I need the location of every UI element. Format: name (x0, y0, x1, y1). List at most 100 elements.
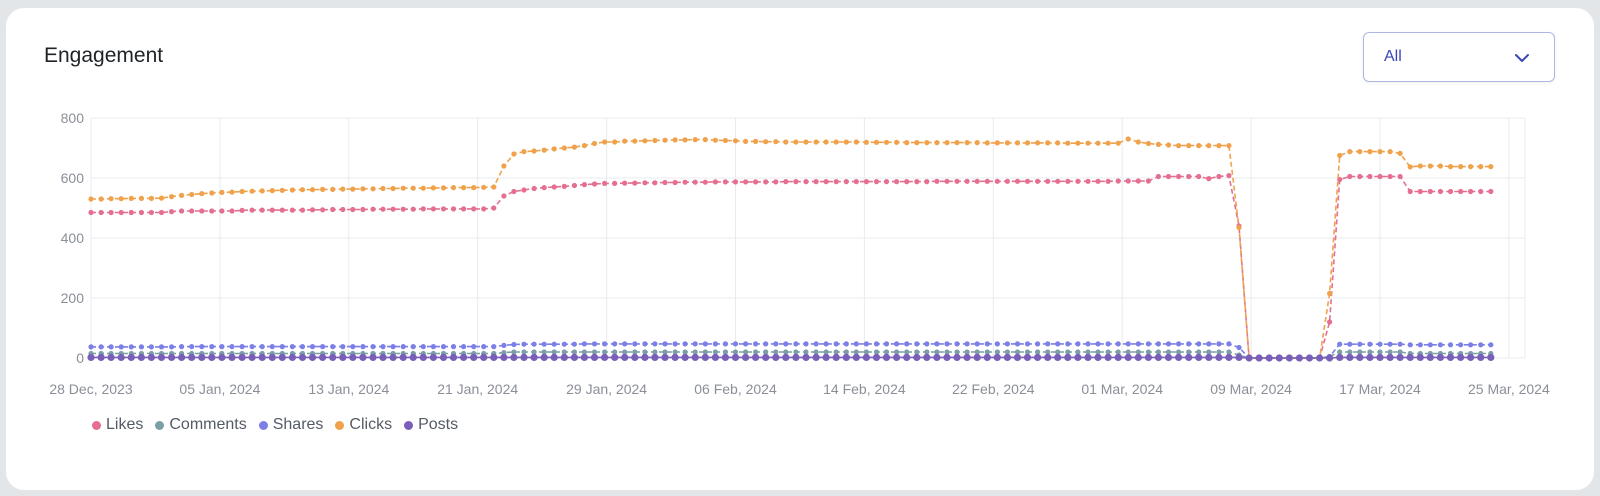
posts-point (1305, 354, 1314, 362)
shares-point (169, 344, 175, 350)
legend-item-likes[interactable]: Likes (92, 416, 143, 434)
shares-point (148, 344, 154, 350)
y-tick-label: 0 (76, 350, 84, 366)
legend-label: Posts (418, 416, 459, 433)
likes-point (138, 209, 144, 216)
x-tick-label: 28 Dec, 2023 (49, 381, 132, 397)
shares-point (571, 341, 578, 347)
likes-point (853, 179, 859, 185)
shares-point (511, 341, 517, 348)
likes-point (1488, 188, 1494, 195)
clicks-point (320, 186, 326, 192)
posts-point (580, 353, 589, 361)
comments-point (1024, 349, 1031, 355)
likes-series-line (91, 174, 1491, 359)
posts-point (87, 353, 95, 361)
legend-item-clicks[interactable]: Clicks (335, 416, 392, 434)
posts-point (1104, 353, 1112, 361)
likes-point (189, 208, 195, 214)
shares-point (934, 341, 940, 347)
clicks-point (1367, 149, 1373, 155)
likes-point (501, 193, 507, 199)
likes-point (1135, 178, 1141, 184)
comments-point (612, 349, 618, 355)
legend-item-posts[interactable]: Posts (404, 416, 458, 434)
likes-point (531, 185, 537, 192)
posts-point (1245, 354, 1253, 362)
likes-point (863, 179, 870, 185)
shares-point (622, 341, 628, 347)
shares-point (551, 341, 557, 347)
x-tick-label: 22 Feb, 2024 (952, 381, 1035, 397)
posts-point (288, 353, 296, 361)
comments-point (541, 349, 547, 355)
posts-point (238, 353, 246, 361)
comments-point (1065, 349, 1071, 355)
shares-point (662, 341, 668, 347)
posts-point (752, 353, 760, 361)
likes-point (1186, 173, 1192, 180)
posts-point (369, 353, 377, 361)
clicks-point (1135, 139, 1141, 145)
filter-dropdown[interactable]: All (1363, 32, 1555, 82)
shares-point (179, 344, 185, 350)
posts-point (1185, 353, 1193, 361)
likes-point (1115, 178, 1121, 184)
clicks-point (330, 186, 336, 192)
likes-point (1458, 188, 1464, 195)
clicks-point (1196, 143, 1202, 149)
posts-point (1235, 353, 1243, 361)
posts-point (1094, 353, 1102, 361)
shares-point (581, 341, 588, 347)
posts-point (298, 353, 307, 361)
posts-point (691, 353, 699, 361)
shares-point (1427, 342, 1433, 348)
clicks-point (1024, 140, 1031, 146)
clicks-point (883, 139, 890, 145)
shares-point (269, 344, 275, 350)
comments-point (1085, 349, 1091, 355)
shares-point (108, 344, 114, 350)
likes-point (1045, 178, 1051, 184)
likes-point (1035, 178, 1041, 184)
chevron-down-icon (1514, 50, 1530, 68)
comments-point (642, 349, 648, 355)
posts-point (1205, 353, 1213, 361)
posts-point (641, 353, 649, 361)
comments-point (571, 349, 578, 355)
shares-point (602, 341, 608, 347)
clicks-point (1427, 163, 1433, 169)
posts-point (339, 353, 347, 361)
likes-point (964, 178, 970, 184)
comments-point (1357, 349, 1363, 355)
likes-point (360, 206, 366, 213)
posts-point (661, 353, 669, 361)
posts-point (671, 353, 679, 361)
likes-point (541, 185, 547, 191)
likes-point (1206, 176, 1212, 182)
likes-point (179, 208, 185, 214)
shares-point (793, 341, 799, 347)
clicks-point (672, 137, 678, 143)
shares-point (732, 341, 739, 347)
posts-point (319, 353, 327, 361)
likes-point (642, 180, 648, 186)
likes-point (249, 207, 255, 213)
clicks-point (763, 139, 769, 145)
shares-point (471, 344, 477, 350)
posts-point (389, 353, 397, 361)
clicks-point (360, 186, 366, 192)
clicks-point (390, 185, 396, 192)
posts-point (802, 353, 810, 361)
clicks-point (491, 184, 497, 190)
likes-point (692, 179, 698, 185)
posts-point (137, 353, 145, 361)
clicks-point (722, 137, 729, 144)
posts-point (963, 353, 971, 361)
legend-item-comments[interactable]: Comments (155, 416, 247, 434)
comments-point (722, 349, 729, 355)
comments-point (662, 349, 668, 355)
legend-item-shares[interactable]: Shares (258, 416, 323, 434)
shares-point (360, 344, 366, 350)
posts-point (852, 353, 860, 361)
